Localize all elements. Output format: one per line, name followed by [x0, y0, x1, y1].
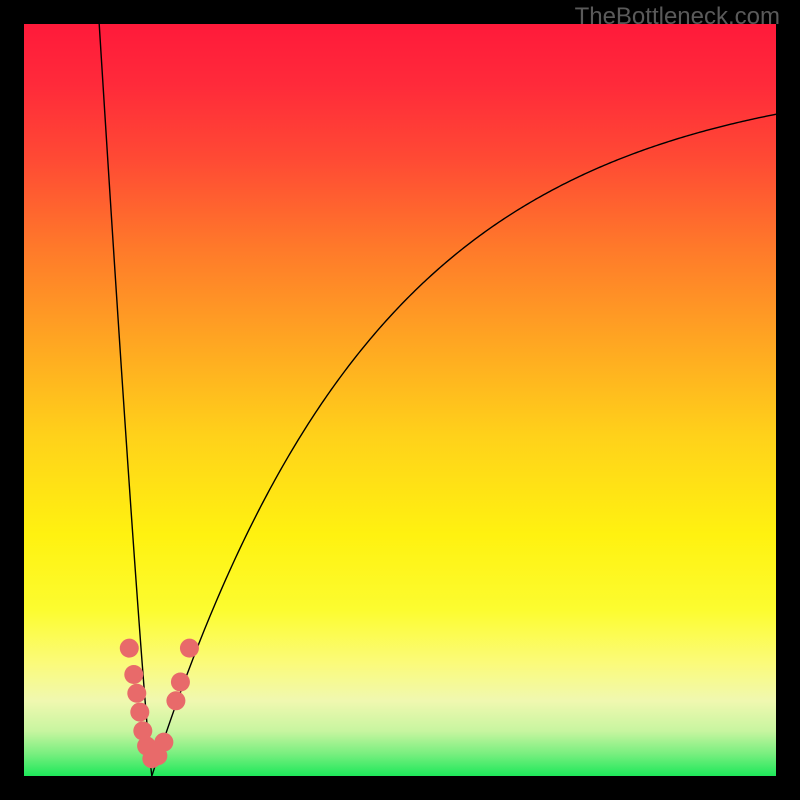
marker-dot	[120, 639, 139, 658]
curve-left-branch	[99, 24, 152, 776]
plot-area	[24, 24, 776, 776]
marker-dot	[154, 733, 173, 752]
marker-dot	[180, 639, 199, 658]
chart-container: TheBottleneck.com	[0, 0, 800, 800]
marker-dot	[127, 684, 146, 703]
marker-dot	[124, 665, 143, 684]
watermark-text: TheBottleneck.com	[575, 3, 780, 31]
marker-dot	[130, 703, 149, 722]
marker-dot	[166, 691, 185, 710]
marker-dot	[171, 673, 190, 692]
curve-layer	[24, 24, 776, 776]
curve-right-branch	[152, 114, 776, 776]
